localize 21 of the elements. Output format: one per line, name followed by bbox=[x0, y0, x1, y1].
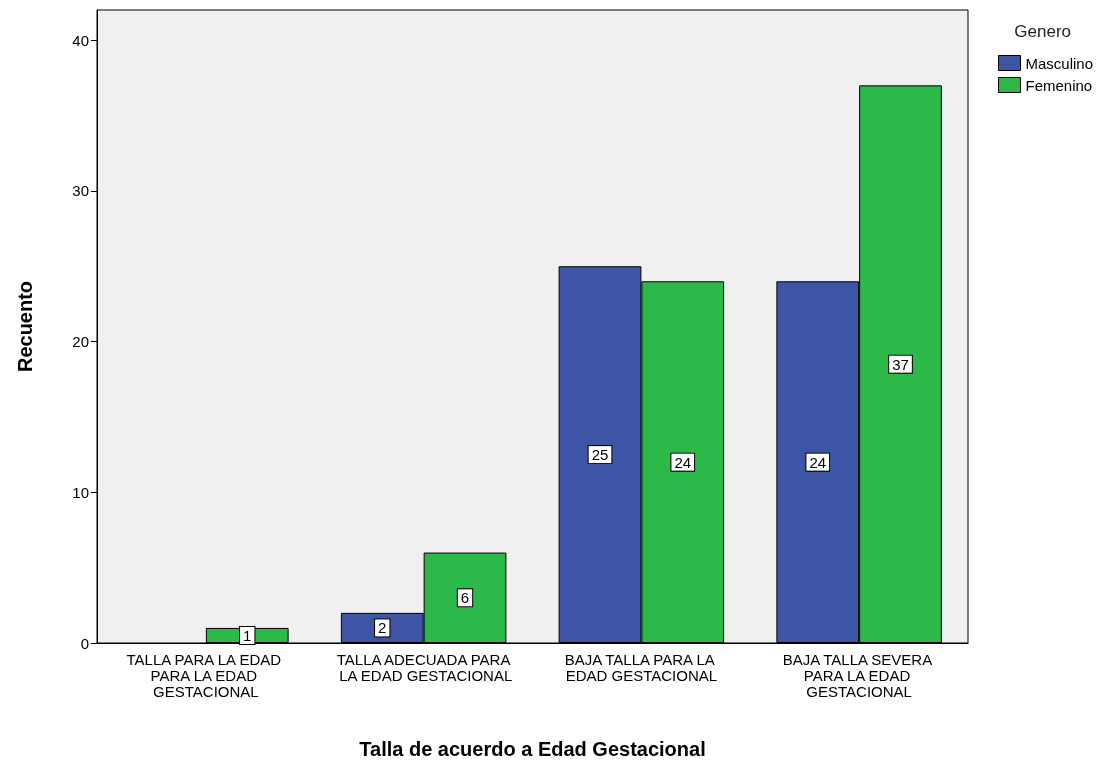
legend-label: Femenino bbox=[1025, 76, 1093, 94]
x-tick-label: TALLA PARA LA EDAD PARA LA EDAD GESTACIONAL bbox=[126, 650, 286, 700]
x-axis-title: Talla de acuerdo a Edad Gestacional bbox=[359, 738, 706, 760]
y-tick-label: 20 bbox=[72, 333, 89, 351]
x-tick-label: BAJA TALLA SEVERA PARA LA EDAD GESTACIONAL bbox=[782, 650, 936, 700]
x-tick-label: BAJA TALLA PARA LA EDAD GESTACIONAL bbox=[564, 650, 719, 684]
data-label: 37 bbox=[892, 355, 909, 373]
data-label: 6 bbox=[460, 589, 470, 607]
data-label: 24 bbox=[674, 453, 692, 471]
y-tick-label: 10 bbox=[72, 483, 89, 501]
x-tick-label: TALLA ADECUADA PARA LA EDAD GESTACIONAL bbox=[334, 650, 513, 684]
y-tick-label: 40 bbox=[72, 31, 89, 49]
legend-label: Masculino bbox=[1025, 54, 1093, 72]
y-tick-label: 30 bbox=[72, 182, 89, 200]
data-label: 24 bbox=[809, 453, 827, 471]
data-label: 25 bbox=[591, 446, 609, 464]
y-tick-label: 0 bbox=[80, 634, 89, 652]
data-label: 2 bbox=[378, 619, 387, 637]
data-label: 1 bbox=[243, 626, 252, 644]
y-axis-title: Recuento bbox=[14, 280, 36, 373]
legend-title: Genero bbox=[1014, 22, 1071, 41]
